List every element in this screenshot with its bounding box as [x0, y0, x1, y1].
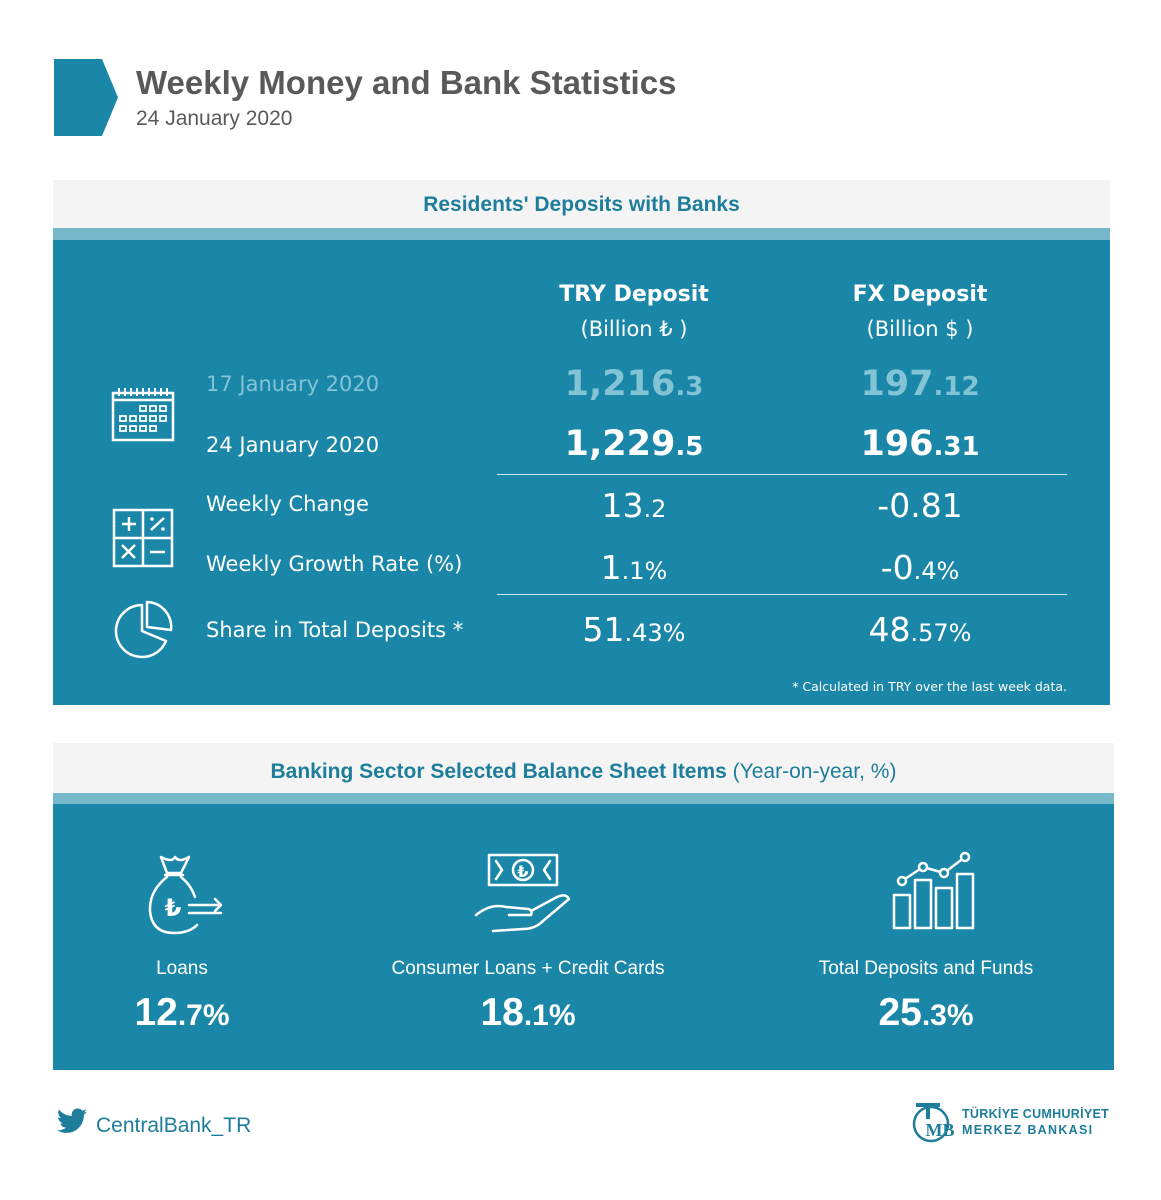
svg-text:MB: MB	[926, 1120, 955, 1140]
growth-rate-try-value: 1.1%	[600, 548, 668, 587]
weekly-change-label: Weekly Change	[206, 492, 369, 516]
deposits-header-strip	[53, 228, 1110, 240]
total-deposits-value: 25.3%	[878, 991, 974, 1034]
weekly-change-fx-value: -0.81	[877, 486, 963, 525]
fx-column-header: FX Deposit (Billion $ )	[780, 282, 1060, 341]
logo-line-2: MERKEZ BANKASI	[962, 1123, 1094, 1137]
divider-line	[497, 594, 1067, 595]
twitter-icon[interactable]	[57, 1108, 87, 1134]
tcmb-logo-icon: MB	[912, 1103, 955, 1143]
page-date: 24 January 2020	[136, 107, 293, 130]
weekly-change-try-value: 13.2	[601, 486, 667, 525]
total-deposits-label: Total Deposits and Funds	[818, 958, 1034, 979]
calculator-icon	[112, 508, 174, 568]
consumer-loans-label: Consumer Loans + Credit Cards	[391, 958, 665, 979]
try-column-header: TRY Deposit (Billion ₺ )	[494, 282, 774, 341]
balance-section-header: Banking Sector Selected Balance Sheet It…	[53, 743, 1114, 793]
share-label: Share in Total Deposits *	[206, 618, 464, 642]
fx-column-unit: (Billion $ )	[866, 317, 974, 341]
loans-label: Loans	[156, 958, 208, 979]
loans-value: 12.7%	[134, 991, 230, 1034]
header-chevron-mark	[54, 59, 118, 136]
try-column-title: TRY Deposit	[559, 282, 709, 307]
prev-week-label: 17 January 2020	[206, 372, 380, 396]
share-try-value: 51.43%	[582, 610, 686, 649]
current-week-fx-value: 196.31	[860, 424, 980, 464]
growth-rate-label: Weekly Growth Rate (%)	[206, 552, 463, 576]
hand-banknote-icon: ₺	[474, 853, 571, 933]
svg-text:₺: ₺	[517, 862, 528, 881]
balance-section-title: Banking Sector Selected Balance Sheet It…	[270, 760, 897, 783]
consumer-loans-value: 18.1%	[480, 991, 576, 1034]
pie-chart-icon	[114, 600, 173, 659]
footnote: * Calculated in TRY over the last week d…	[792, 679, 1067, 694]
svg-text:₺: ₺	[165, 894, 182, 922]
current-week-try-value: 1,229.5	[564, 424, 704, 464]
money-bag-icon: ₺	[148, 855, 223, 935]
prev-week-try-value: 1,216.3	[564, 364, 704, 404]
growth-chart-icon	[892, 851, 975, 930]
deposits-section-header: Residents' Deposits with Banks	[53, 180, 1110, 228]
twitter-handle-link[interactable]: CentralBank_TR	[96, 1114, 252, 1137]
current-week-label: 24 January 2020	[206, 433, 380, 457]
balance-panel	[53, 804, 1114, 1070]
try-column-unit: (Billion ₺ )	[580, 317, 688, 341]
balance-header-strip	[53, 793, 1114, 804]
share-fx-value: 48.57%	[868, 610, 972, 649]
deposits-panel	[53, 240, 1110, 705]
growth-rate-fx-value: -0.4%	[880, 548, 960, 587]
logo-line-1: TÜRKİYE CUMHURİYET	[962, 1107, 1110, 1121]
bank-logo-text: TÜRKİYE CUMHURİYET MERKEZ BANKASI	[962, 1106, 1109, 1138]
page-title: Weekly Money and Bank Statistics	[136, 64, 677, 101]
calendar-icon	[111, 388, 175, 442]
prev-week-fx-value: 197.12	[860, 364, 980, 404]
fx-column-title: FX Deposit	[852, 282, 988, 307]
divider-line	[497, 474, 1067, 475]
deposits-section-title: Residents' Deposits with Banks	[423, 193, 740, 216]
